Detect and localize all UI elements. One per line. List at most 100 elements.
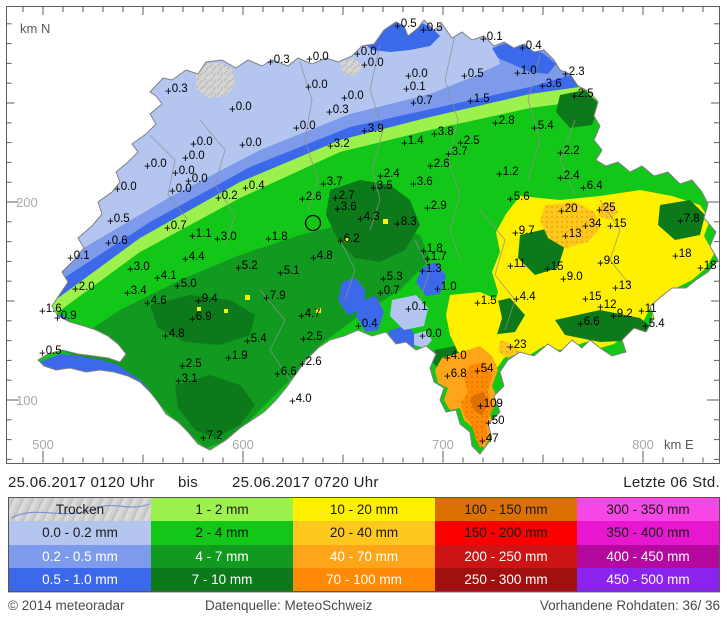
precip-value-label: +1.5 bbox=[474, 295, 497, 310]
precip-value-label: +1.2 bbox=[496, 166, 519, 181]
legend-cell-label: 4 - 7 mm bbox=[195, 548, 249, 564]
precip-value-label: +5.2 bbox=[235, 260, 258, 275]
precip-value-label: +0.1 bbox=[480, 31, 503, 46]
precip-value-label: +2.9 bbox=[424, 200, 447, 215]
precip-value-label: +50 bbox=[485, 415, 505, 430]
precip-value-label: +0.3 bbox=[165, 83, 188, 98]
precip-value-label: +5.4 bbox=[244, 333, 267, 348]
precip-value-label: +0.5 bbox=[420, 22, 443, 37]
precip-value-label: +2.6 bbox=[427, 158, 450, 173]
precip-value-label: +0.1 bbox=[67, 250, 90, 265]
legend-cell: 250 - 300 mm bbox=[435, 567, 577, 591]
precip-value-label: +2.0 bbox=[72, 281, 95, 296]
canton-borders bbox=[149, 34, 631, 381]
legend-cell: 450 - 500 mm bbox=[577, 567, 719, 591]
precip-value-label: +2.6 bbox=[299, 356, 322, 371]
precip-value-label: +9.0 bbox=[560, 271, 583, 286]
precip-value-label: +0.0 bbox=[341, 90, 364, 105]
precip-value-label: +0.0 bbox=[305, 79, 328, 94]
precip-value-label: +3.0 bbox=[214, 231, 237, 246]
precip-value-label: +4.3 bbox=[357, 211, 380, 226]
precip-value-label: +15 bbox=[582, 291, 602, 306]
precip-value-label: +3.8 bbox=[431, 126, 454, 141]
legend-cell-label: Trocken bbox=[55, 502, 105, 518]
precip-value-label: +34 bbox=[582, 218, 602, 233]
precip-value-label: +7.2 bbox=[200, 430, 223, 445]
precip-value-label: +0.0 bbox=[229, 101, 252, 116]
precip-value-label: +3.5 bbox=[370, 180, 393, 195]
raw-data-status: Vorhandene Rohdaten: 36/ 36 bbox=[539, 598, 720, 613]
precip-value-label: +2.5 bbox=[457, 135, 480, 150]
precip-value-label: +3.0 bbox=[127, 261, 150, 276]
legend-cell: 0.0 - 0.2 mm bbox=[9, 521, 151, 545]
precip-value-label: +4.0 bbox=[444, 350, 467, 365]
precip-value-label: +4.4 bbox=[182, 251, 205, 266]
precip-value-label: +11 bbox=[638, 303, 657, 318]
legend-cell-label: 1 - 2 mm bbox=[195, 502, 249, 518]
precip-value-label: +2.4 bbox=[557, 170, 580, 185]
precip-value-label: +2.5 bbox=[300, 331, 323, 346]
precip-value-label: +0.0 bbox=[169, 183, 192, 198]
precip-value-label: +1.8 bbox=[265, 231, 288, 246]
legend-cell-label: 300 - 350 mm bbox=[606, 502, 690, 518]
legend-cell-label: 150 - 200 mm bbox=[464, 525, 548, 541]
precip-value-label: +0.3 bbox=[267, 54, 290, 69]
legend-cell: 100 - 150 mm bbox=[435, 498, 577, 522]
legend-cell: 1 - 2 mm bbox=[151, 498, 293, 522]
precip-value-label: +4.7 bbox=[298, 308, 321, 323]
precip-value-label: +3.9 bbox=[361, 123, 384, 138]
precip-value-label: +15 bbox=[544, 261, 564, 276]
precip-value-label: +0.6 bbox=[105, 235, 128, 250]
plot-frame bbox=[6, 6, 720, 464]
precip-value-label: +6.2 bbox=[337, 233, 360, 248]
legend-cell-label: 2 - 4 mm bbox=[195, 525, 249, 541]
precip-value-label: +2.5 bbox=[571, 88, 594, 103]
precip-value-label: +0.7 bbox=[377, 285, 400, 300]
y-axis-tick-label: 200 bbox=[16, 195, 38, 210]
x-axis-tick-label: 600 bbox=[232, 437, 254, 452]
precip-value-label: +5.1 bbox=[277, 265, 300, 280]
footer-bar: © 2014 meteoradar Datenquelle: MeteoSchw… bbox=[0, 598, 728, 616]
period-start: 25.06.2017 0120 Uhr bbox=[8, 474, 155, 491]
precip-value-label: +1.6 bbox=[39, 303, 62, 318]
precip-value-label: +5.4 bbox=[642, 318, 665, 333]
legend-cell-label: 70 - 100 mm bbox=[326, 571, 402, 587]
precip-value-label: +0.0 bbox=[354, 46, 377, 61]
precip-value-label: +5.0 bbox=[174, 278, 197, 293]
radar-site-marker bbox=[304, 214, 322, 232]
precip-value-label: +25 bbox=[596, 202, 616, 217]
precip-value-label: +2.4 bbox=[377, 168, 400, 183]
precip-value-label: +1.3 bbox=[419, 263, 442, 278]
precip-value-label: +0.1 bbox=[405, 301, 428, 316]
precip-value-label: +6.8 bbox=[444, 368, 467, 383]
legend-cell-label: 20 - 40 mm bbox=[329, 525, 399, 541]
precip-value-label: +0.5 bbox=[461, 68, 484, 83]
country-border bbox=[37, 19, 719, 455]
precip-value-label: +12 bbox=[597, 299, 617, 314]
precip-value-label: +109 bbox=[477, 398, 503, 413]
legend-cell-label: 7 - 10 mm bbox=[191, 571, 253, 587]
legend-cell-label: 10 - 20 mm bbox=[329, 502, 399, 518]
legend-cell-label: 0.2 - 0.5 mm bbox=[42, 548, 118, 564]
x-axis-tick-label: 500 bbox=[32, 437, 54, 452]
precip-value-label: +0.7 bbox=[410, 95, 433, 110]
precip-value-label: +4.8 bbox=[310, 250, 333, 265]
legend-cell: 70 - 100 mm bbox=[293, 567, 435, 591]
precip-value-label: +9.4 bbox=[195, 293, 218, 308]
precip-value-label: +3.6 bbox=[334, 201, 357, 216]
period-connector: bis bbox=[178, 474, 199, 491]
precip-value-label: +0.0 bbox=[172, 165, 195, 180]
legend-cell-label: 200 - 250 mm bbox=[464, 548, 548, 564]
precip-value-label: +3.6 bbox=[539, 78, 562, 93]
precip-value-label: +1.9 bbox=[225, 350, 248, 365]
y-axis-tick-label: 100 bbox=[16, 393, 38, 408]
precip-value-label: +0.0 bbox=[114, 181, 137, 196]
legend-cell-label: 250 - 300 mm bbox=[464, 571, 548, 587]
precip-value-label: +0.0 bbox=[293, 120, 316, 135]
precip-value-label: +1.4 bbox=[401, 135, 424, 150]
precip-value-label: +0.9 bbox=[54, 310, 77, 325]
precip-value-label: +1.5 bbox=[467, 93, 490, 108]
precip-value-label: +0.2 bbox=[215, 190, 238, 205]
precip-value-label: +8.3 bbox=[394, 216, 417, 231]
